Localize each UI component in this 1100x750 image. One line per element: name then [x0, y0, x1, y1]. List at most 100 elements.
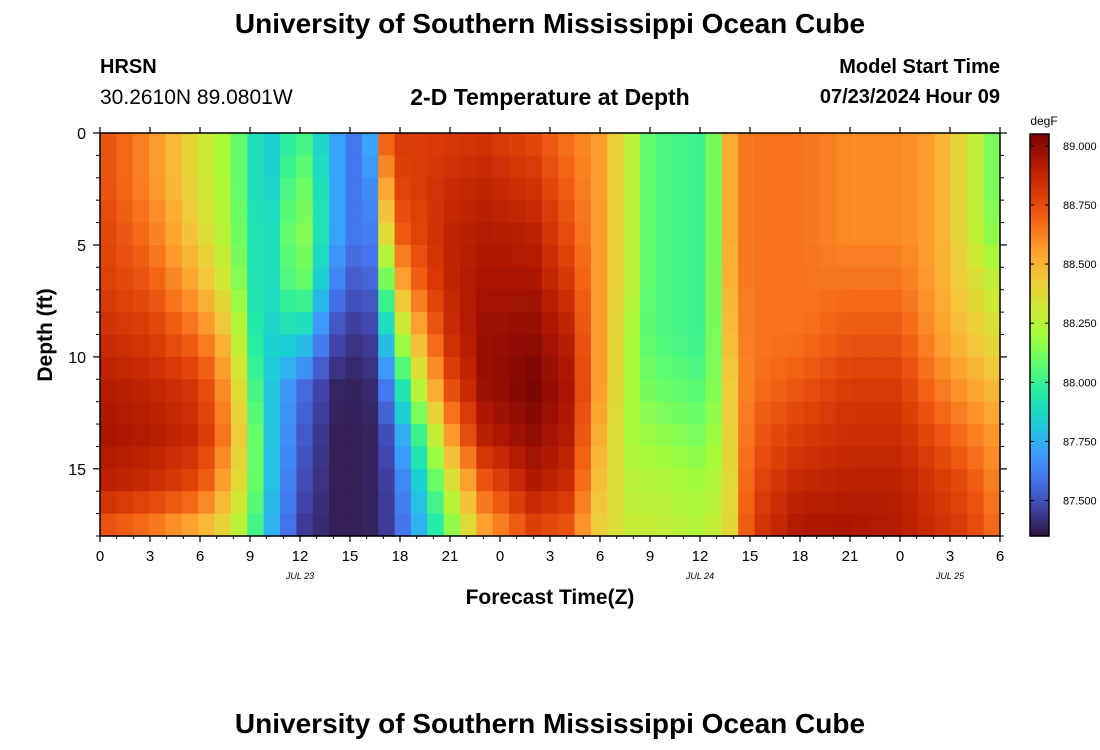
heatmap-cell — [492, 244, 510, 268]
heatmap-cell — [296, 513, 314, 537]
x-tick-label: 15 — [342, 548, 359, 565]
heatmap-cell — [263, 177, 281, 201]
heatmap-cell — [918, 379, 936, 403]
heatmap-cell — [787, 468, 805, 492]
heatmap-cell — [509, 289, 527, 313]
heatmap-cell — [263, 244, 281, 268]
heatmap-cell — [296, 155, 314, 179]
heatmap-cell — [525, 133, 543, 156]
heatmap-cell — [885, 177, 903, 201]
heatmap-cell — [950, 401, 968, 425]
heatmap-cell — [623, 513, 641, 537]
heatmap-cell — [738, 401, 756, 425]
heatmap-cell — [590, 491, 608, 515]
heatmap-cell — [672, 177, 690, 201]
colorbar-cell — [1030, 244, 1049, 249]
heatmap-cell — [476, 468, 494, 492]
heatmap-cell — [312, 200, 330, 224]
heatmap-cell — [558, 289, 576, 313]
heatmap-cell — [918, 468, 936, 492]
heatmap-cell — [460, 491, 477, 515]
heatmap-cell — [263, 468, 281, 492]
heatmap-cell — [918, 491, 936, 515]
heatmap-cell — [770, 133, 788, 156]
heatmap-cell — [181, 200, 199, 224]
heatmap-cell — [574, 312, 592, 336]
heatmap-cell — [509, 446, 527, 470]
colorbar-cell — [1030, 425, 1049, 430]
heatmap-cell — [509, 133, 527, 156]
heatmap-cell — [312, 267, 330, 291]
heatmap-cell — [656, 491, 674, 515]
heatmap-cell — [787, 244, 805, 268]
heatmap-cell — [296, 200, 314, 224]
heatmap-cell — [623, 244, 641, 268]
colorbar-cell — [1030, 301, 1049, 306]
colorbar-cell — [1030, 224, 1049, 229]
heatmap-cell — [607, 513, 625, 537]
colorbar-cell — [1030, 361, 1049, 366]
heatmap-cell — [280, 177, 297, 201]
heatmap-cell — [640, 356, 657, 380]
heatmap-cell — [378, 312, 396, 336]
heatmap-cell — [492, 379, 510, 403]
heatmap-cell — [885, 334, 903, 358]
colorbar-cell — [1030, 271, 1049, 276]
heatmap-cell — [967, 401, 985, 425]
heatmap-cell — [836, 468, 854, 492]
heatmap-cell — [869, 244, 887, 268]
heatmap-cell — [296, 424, 314, 448]
heatmap-cell — [721, 491, 739, 515]
heatmap-cell — [574, 446, 592, 470]
heatmap-cell — [492, 491, 510, 515]
colorbar-cell — [1030, 257, 1049, 262]
colorbar-cell — [1030, 415, 1049, 420]
heatmap-cell — [950, 244, 968, 268]
heatmap-cell — [787, 334, 805, 358]
heatmap-cell — [934, 177, 952, 201]
heatmap-cell — [623, 356, 641, 380]
colorbar-cell — [1030, 147, 1049, 152]
heatmap-cell — [394, 289, 412, 313]
heatmap-cell — [198, 513, 216, 537]
heatmap-cell — [770, 244, 788, 268]
heatmap-cell — [705, 177, 723, 201]
heatmap-cell — [672, 289, 690, 313]
heatmap-cell — [885, 356, 903, 380]
heatmap-cell — [836, 446, 854, 470]
heatmap-cell — [803, 446, 821, 470]
heatmap-cell — [100, 401, 117, 425]
heatmap-cell — [689, 356, 707, 380]
heatmap-cell — [689, 312, 707, 336]
colorbar-unit: degF — [1030, 114, 1057, 128]
heatmap-cell — [247, 446, 265, 470]
heatmap-cell — [803, 401, 821, 425]
heatmap-cell — [345, 200, 363, 224]
date-label: JUL 24 — [685, 571, 714, 581]
heatmap-cell — [983, 155, 1001, 179]
colorbar-cell — [1030, 321, 1049, 326]
heatmap-cell — [574, 401, 592, 425]
heatmap-cell — [181, 312, 199, 336]
heatmap-cell — [820, 289, 837, 313]
heatmap-cell — [165, 424, 183, 448]
heatmap-cell — [558, 177, 576, 201]
heatmap-cell — [738, 424, 756, 448]
colorbar-cell — [1030, 247, 1049, 252]
colorbar-cell — [1030, 475, 1049, 480]
heatmap-cell — [934, 334, 952, 358]
heatmap-cell — [427, 222, 445, 246]
heatmap-cell — [787, 289, 805, 313]
y-axis-label: Depth (ft) — [34, 288, 57, 381]
heatmap-cell — [509, 356, 527, 380]
heatmap-cell — [574, 267, 592, 291]
heatmap-cell — [607, 244, 625, 268]
heatmap-cell — [247, 468, 265, 492]
heatmap-cell — [410, 513, 428, 537]
heatmap-cell — [574, 200, 592, 224]
heatmap-cell — [705, 356, 723, 380]
heatmap-cell — [967, 289, 985, 313]
colorbar-cell — [1030, 154, 1049, 159]
heatmap-cell — [721, 446, 739, 470]
colorbar-cell — [1030, 180, 1049, 185]
